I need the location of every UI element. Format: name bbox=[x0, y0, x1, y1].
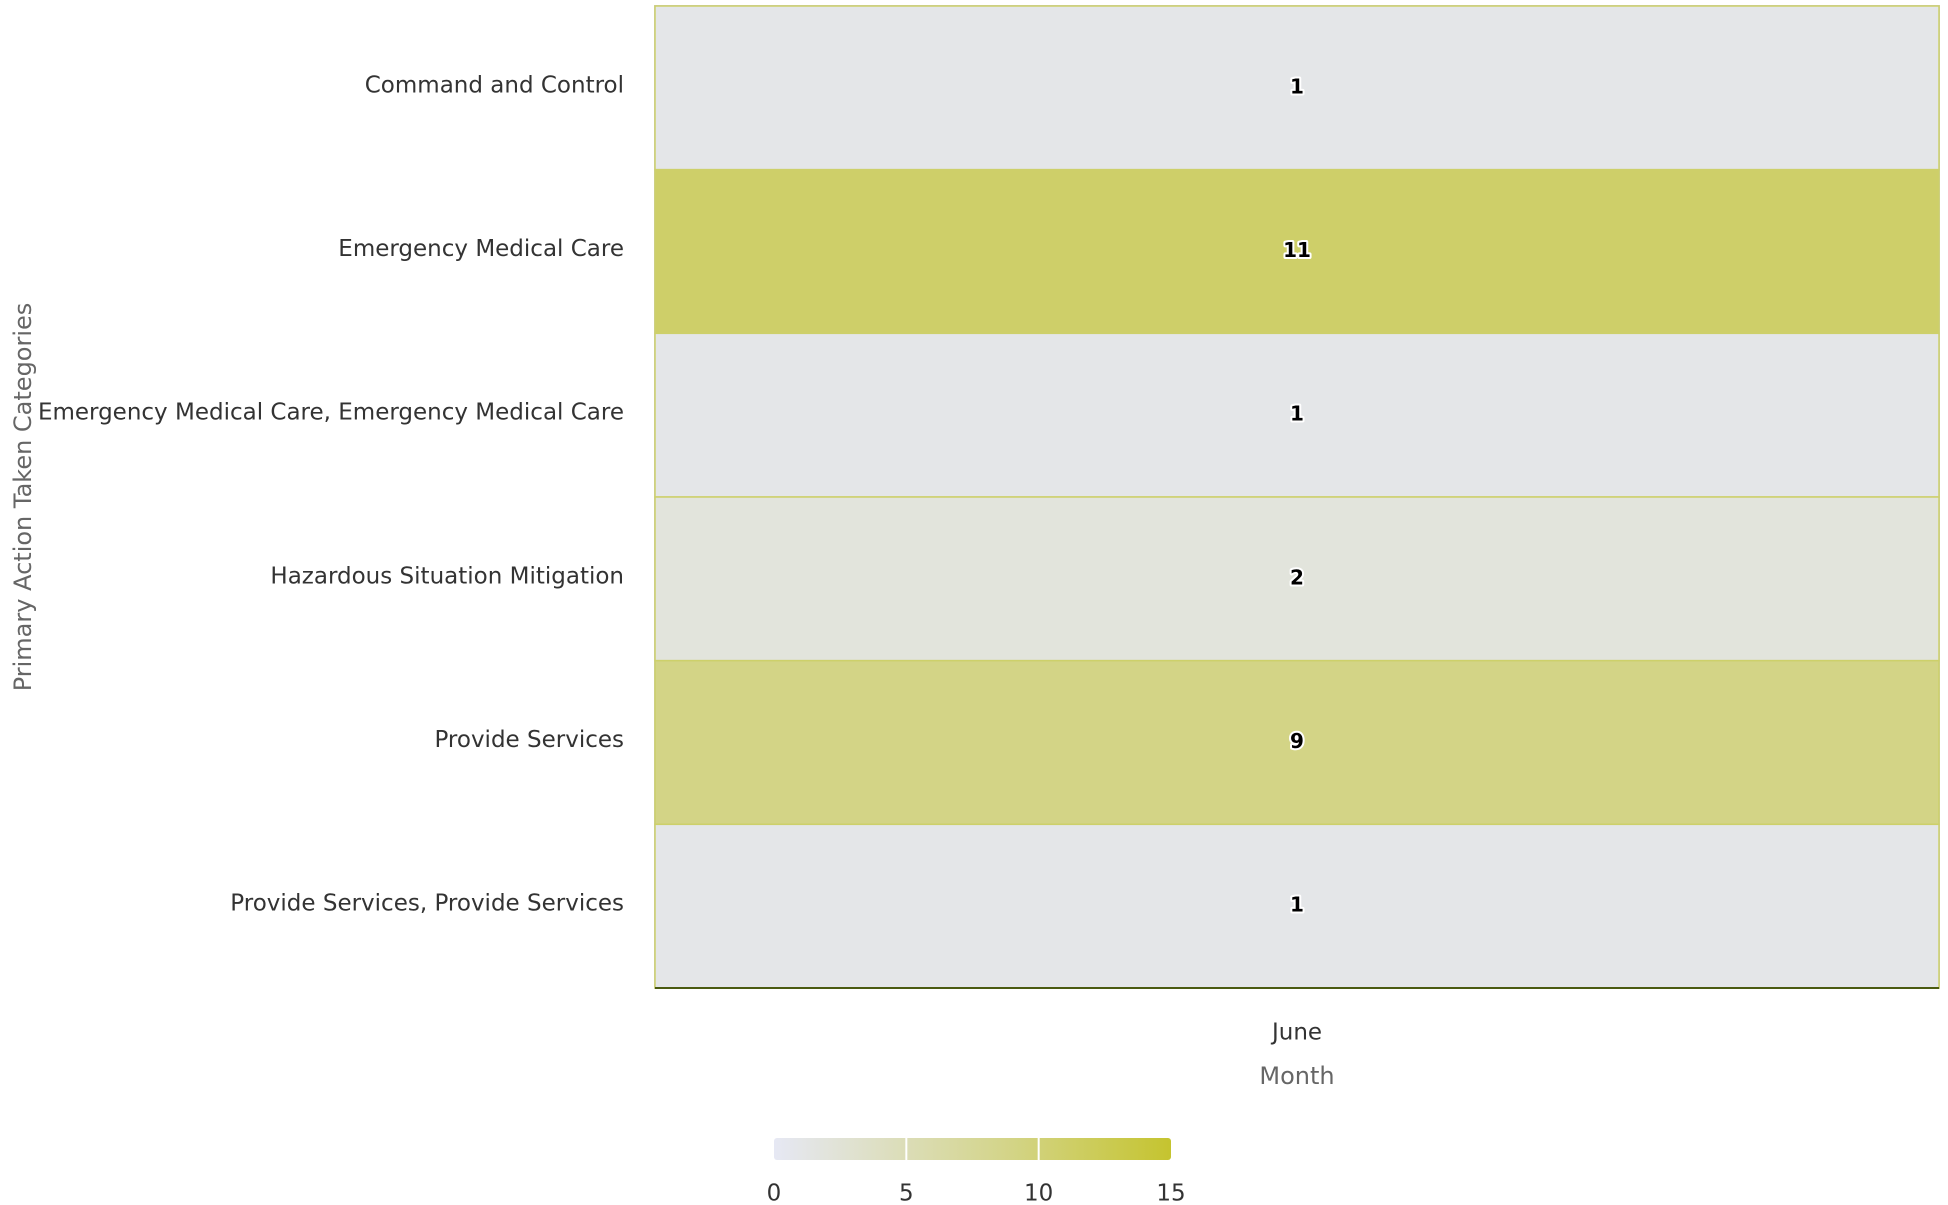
data-label: 2 bbox=[1290, 565, 1304, 589]
y-axis-title: Primary Action Taken Categories bbox=[9, 303, 37, 692]
y-tick-label: Provide Services bbox=[434, 727, 624, 753]
color-bar-label: 5 bbox=[899, 1181, 914, 1205]
color-bar-label: 10 bbox=[1024, 1181, 1053, 1205]
color-bar bbox=[774, 1138, 1171, 1160]
x-axis-title: Month bbox=[1259, 1062, 1334, 1090]
heat-cell bbox=[654, 496, 1940, 662]
color-bar-label: 0 bbox=[767, 1181, 782, 1205]
data-label: 1 bbox=[1290, 893, 1304, 917]
heat-cell bbox=[654, 5, 1940, 171]
y-tick-label: Emergency Medical Care, Emergency Medica… bbox=[38, 400, 624, 426]
heat-cell bbox=[654, 168, 1940, 335]
y-tick-label: Hazardous Situation Mitigation bbox=[270, 563, 624, 589]
x-tick-label: June bbox=[1270, 1020, 1322, 1046]
heat-cell bbox=[654, 332, 1940, 498]
data-label: 1 bbox=[1290, 402, 1304, 426]
data-label: 9 bbox=[1290, 729, 1304, 753]
data-label: 11 bbox=[1283, 238, 1311, 262]
heat-cell bbox=[654, 823, 1940, 989]
color-bar-label: 15 bbox=[1156, 1181, 1185, 1205]
data-label: 1 bbox=[1290, 74, 1304, 98]
y-tick-label: Emergency Medical Care bbox=[338, 236, 624, 262]
y-tick-label: Provide Services, Provide Services bbox=[230, 891, 624, 917]
y-tick-label: Command and Control bbox=[365, 72, 624, 98]
